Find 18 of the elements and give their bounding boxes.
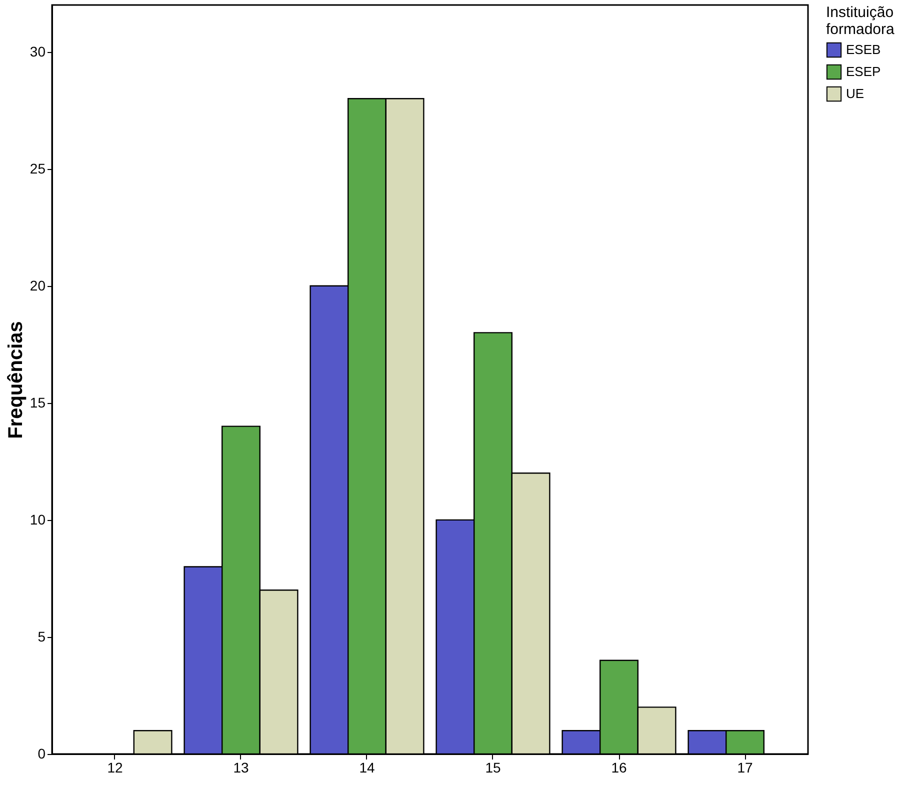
y-tick-label: 20 (30, 277, 46, 294)
x-tick-label: 16 (611, 760, 627, 776)
x-tick-label: 15 (485, 760, 501, 776)
y-tick-label: 10 (30, 511, 46, 528)
x-tick-label: 14 (359, 760, 375, 776)
y-tick-label: 25 (30, 160, 46, 176)
legend-label: ESEP (846, 64, 881, 79)
y-tick-label: 0 (38, 746, 46, 762)
legend-label: UE (846, 86, 864, 101)
legend-label: ESEB (846, 42, 881, 57)
x-tick-label: 12 (107, 760, 123, 776)
y-tick-label: 30 (30, 43, 46, 60)
x-tick-label: 13 (233, 760, 249, 776)
x-tick-label: 17 (737, 760, 753, 776)
y-tick-label: 5 (38, 628, 46, 644)
y-axis-title: Frequências (4, 321, 27, 439)
legend-title: Instituição formadora (826, 4, 896, 38)
y-tick-label: 15 (30, 394, 46, 410)
